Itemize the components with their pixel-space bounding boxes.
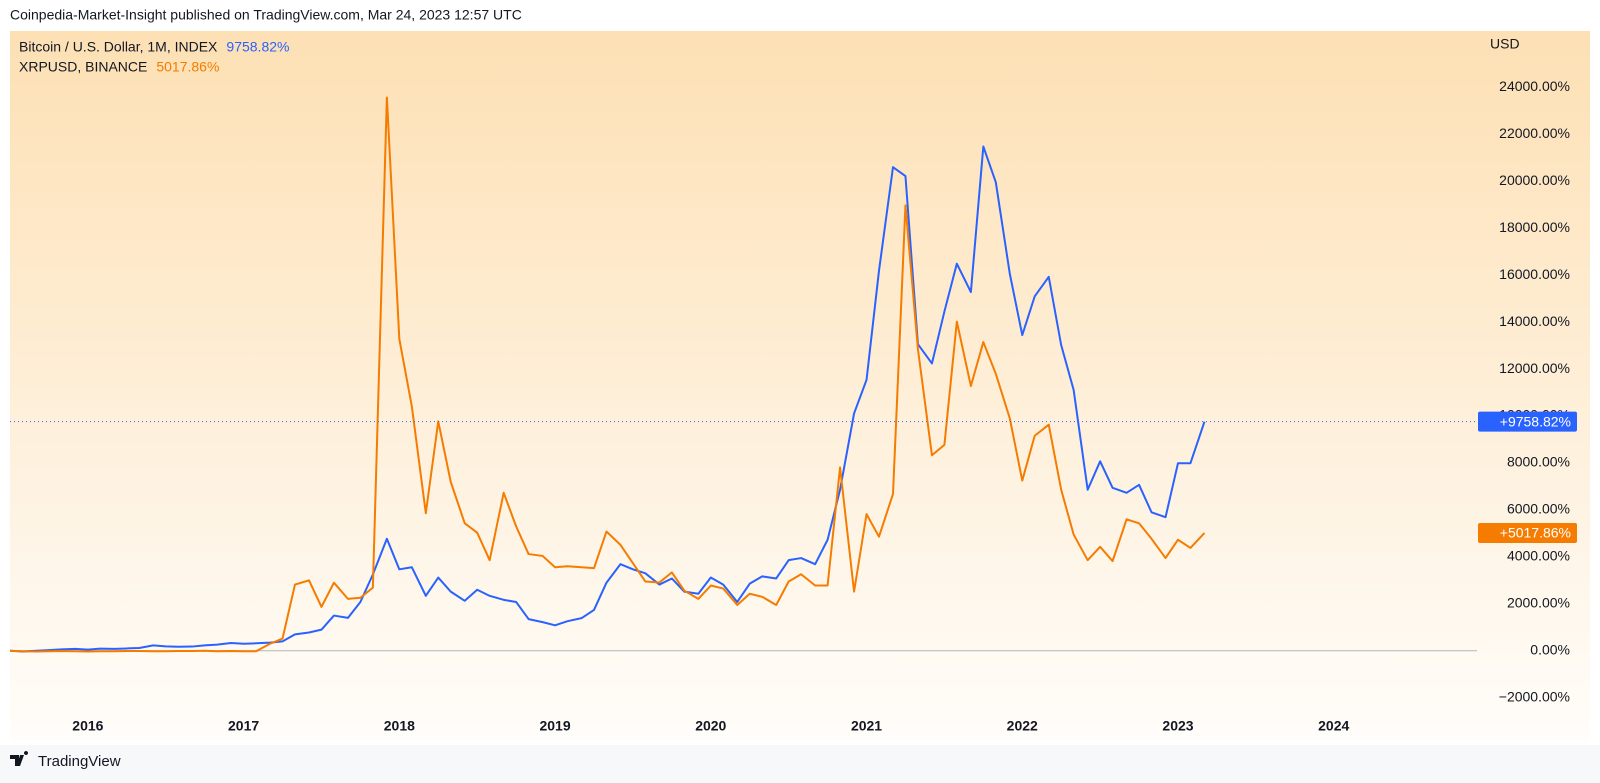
x-tick-label: 2016 bbox=[72, 718, 103, 734]
y-tick-label: 18000.00% bbox=[1499, 219, 1570, 235]
x-tick-label: 2018 bbox=[384, 718, 415, 734]
y-tick-label: 2000.00% bbox=[1507, 595, 1570, 611]
line-series bbox=[10, 145, 1206, 653]
price-tag-label: +5017.86% bbox=[1500, 525, 1571, 541]
legend-label: Bitcoin / U.S. Dollar, 1M, INDEX bbox=[19, 39, 218, 55]
y-tick-label: 20000.00% bbox=[1499, 172, 1570, 188]
legend-value: 9758.82% bbox=[226, 39, 289, 55]
footer-logo bbox=[10, 750, 29, 766]
footer-bar bbox=[0, 745, 1600, 783]
x-tick-label: 2024 bbox=[1318, 718, 1349, 734]
y-tick-label: 12000.00% bbox=[1499, 360, 1570, 376]
y-tick-label: 6000.00% bbox=[1507, 501, 1570, 517]
y-tick-label: 8000.00% bbox=[1507, 454, 1570, 470]
y-tick-label: 24000.00% bbox=[1499, 78, 1570, 94]
legend-value: 5017.86% bbox=[156, 59, 219, 75]
line-series bbox=[10, 96, 1206, 653]
y-tick-label: 14000.00% bbox=[1499, 313, 1570, 329]
y-tick-label: 16000.00% bbox=[1499, 266, 1570, 282]
legend-label: XRPUSD, BINANCE bbox=[19, 59, 147, 75]
y-tick-label: 22000.00% bbox=[1499, 125, 1570, 141]
y-tick-label: 4000.00% bbox=[1507, 548, 1570, 564]
x-tick-label: 2017 bbox=[228, 718, 259, 734]
header: Coinpedia-Market-Insight published on Tr… bbox=[10, 7, 522, 23]
x-tick-label: 2023 bbox=[1162, 718, 1193, 734]
x-tick-label: 2022 bbox=[1007, 718, 1038, 734]
y-tick-label: −2000.00% bbox=[1499, 688, 1570, 704]
x-tick-label: 2019 bbox=[539, 718, 570, 734]
plot-area bbox=[10, 96, 1206, 653]
y-axis-unit: USD bbox=[1490, 36, 1520, 52]
x-tick-label: 2021 bbox=[851, 718, 882, 734]
price-tag bbox=[1478, 411, 1577, 432]
footer-brand: TradingView bbox=[38, 753, 121, 770]
plot-background bbox=[10, 31, 1590, 740]
y-tick-label: 0.00% bbox=[1530, 641, 1570, 657]
x-tick-label: 2020 bbox=[695, 718, 726, 734]
price-tag bbox=[1478, 522, 1577, 543]
price-tag-label: +9758.82% bbox=[1500, 413, 1571, 429]
